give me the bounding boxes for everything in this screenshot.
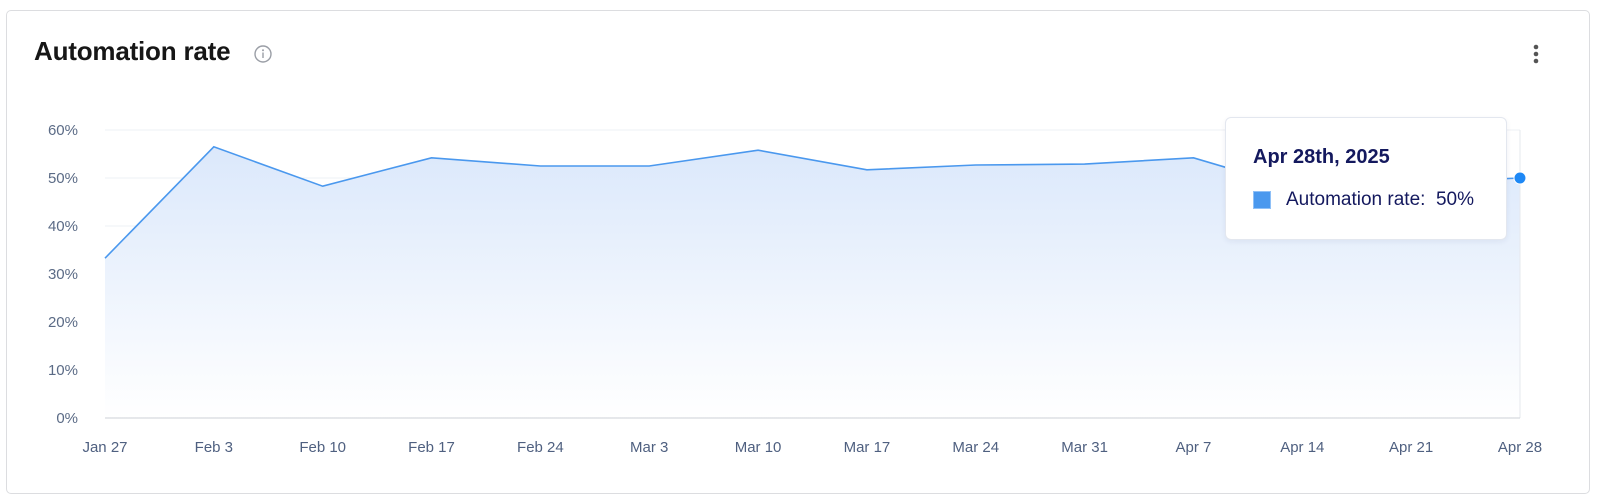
highlighted-point-marker[interactable] bbox=[1513, 171, 1527, 185]
x-axis: Jan 27 Feb 3 Feb 10 Feb 17 Feb 24 Mar 3 Mar 10… bbox=[82, 439, 1542, 456]
tooltip-series-label: Automation rate: bbox=[1286, 189, 1426, 210]
x-tick-label: Apr 14 bbox=[1280, 439, 1324, 456]
y-tick-label: 0% bbox=[56, 410, 78, 427]
more-options-button[interactable] bbox=[1526, 42, 1546, 68]
x-tick-label: Feb 10 bbox=[299, 439, 346, 456]
tooltip-date: Apr 28th, 2025 bbox=[1253, 146, 1390, 168]
y-tick-label: 40% bbox=[48, 218, 78, 235]
chart-tooltip: Apr 28th, 2025 Automation rate: 50% bbox=[1225, 117, 1507, 240]
x-tick-label: Feb 3 bbox=[195, 439, 233, 456]
y-tick-label: 30% bbox=[48, 266, 78, 283]
x-tick-label: Mar 3 bbox=[630, 439, 668, 456]
info-icon[interactable] bbox=[253, 44, 273, 64]
tooltip-series-swatch bbox=[1253, 191, 1271, 209]
y-tick-label: 60% bbox=[48, 122, 78, 139]
area-fill bbox=[105, 146, 1520, 419]
x-tick-label: Apr 21 bbox=[1389, 439, 1433, 456]
x-tick-label: Apr 28 bbox=[1498, 439, 1542, 456]
y-tick-label: 10% bbox=[48, 362, 78, 379]
x-tick-label: Feb 24 bbox=[517, 439, 564, 456]
x-tick-label: Feb 17 bbox=[408, 439, 455, 456]
x-tick-label: Mar 24 bbox=[952, 439, 999, 456]
y-tick-label: 20% bbox=[48, 314, 78, 331]
card-title: Automation rate bbox=[34, 36, 231, 66]
y-tick-label: 50% bbox=[48, 170, 78, 187]
x-tick-label: Mar 31 bbox=[1061, 439, 1108, 456]
x-tick-label: Jan 27 bbox=[82, 439, 127, 456]
x-tick-label: Mar 17 bbox=[844, 439, 891, 456]
tooltip-value: 50% bbox=[1435, 189, 1475, 210]
y-axis: 0% 10% 20% 30% 40% 50% 60% bbox=[48, 122, 78, 427]
more-vertical-icon bbox=[1533, 44, 1539, 64]
x-tick-label: Mar 10 bbox=[735, 439, 782, 456]
x-tick-label: Apr 7 bbox=[1176, 439, 1212, 456]
tooltip-series-row: Automation rate: 50% bbox=[1286, 189, 1474, 211]
